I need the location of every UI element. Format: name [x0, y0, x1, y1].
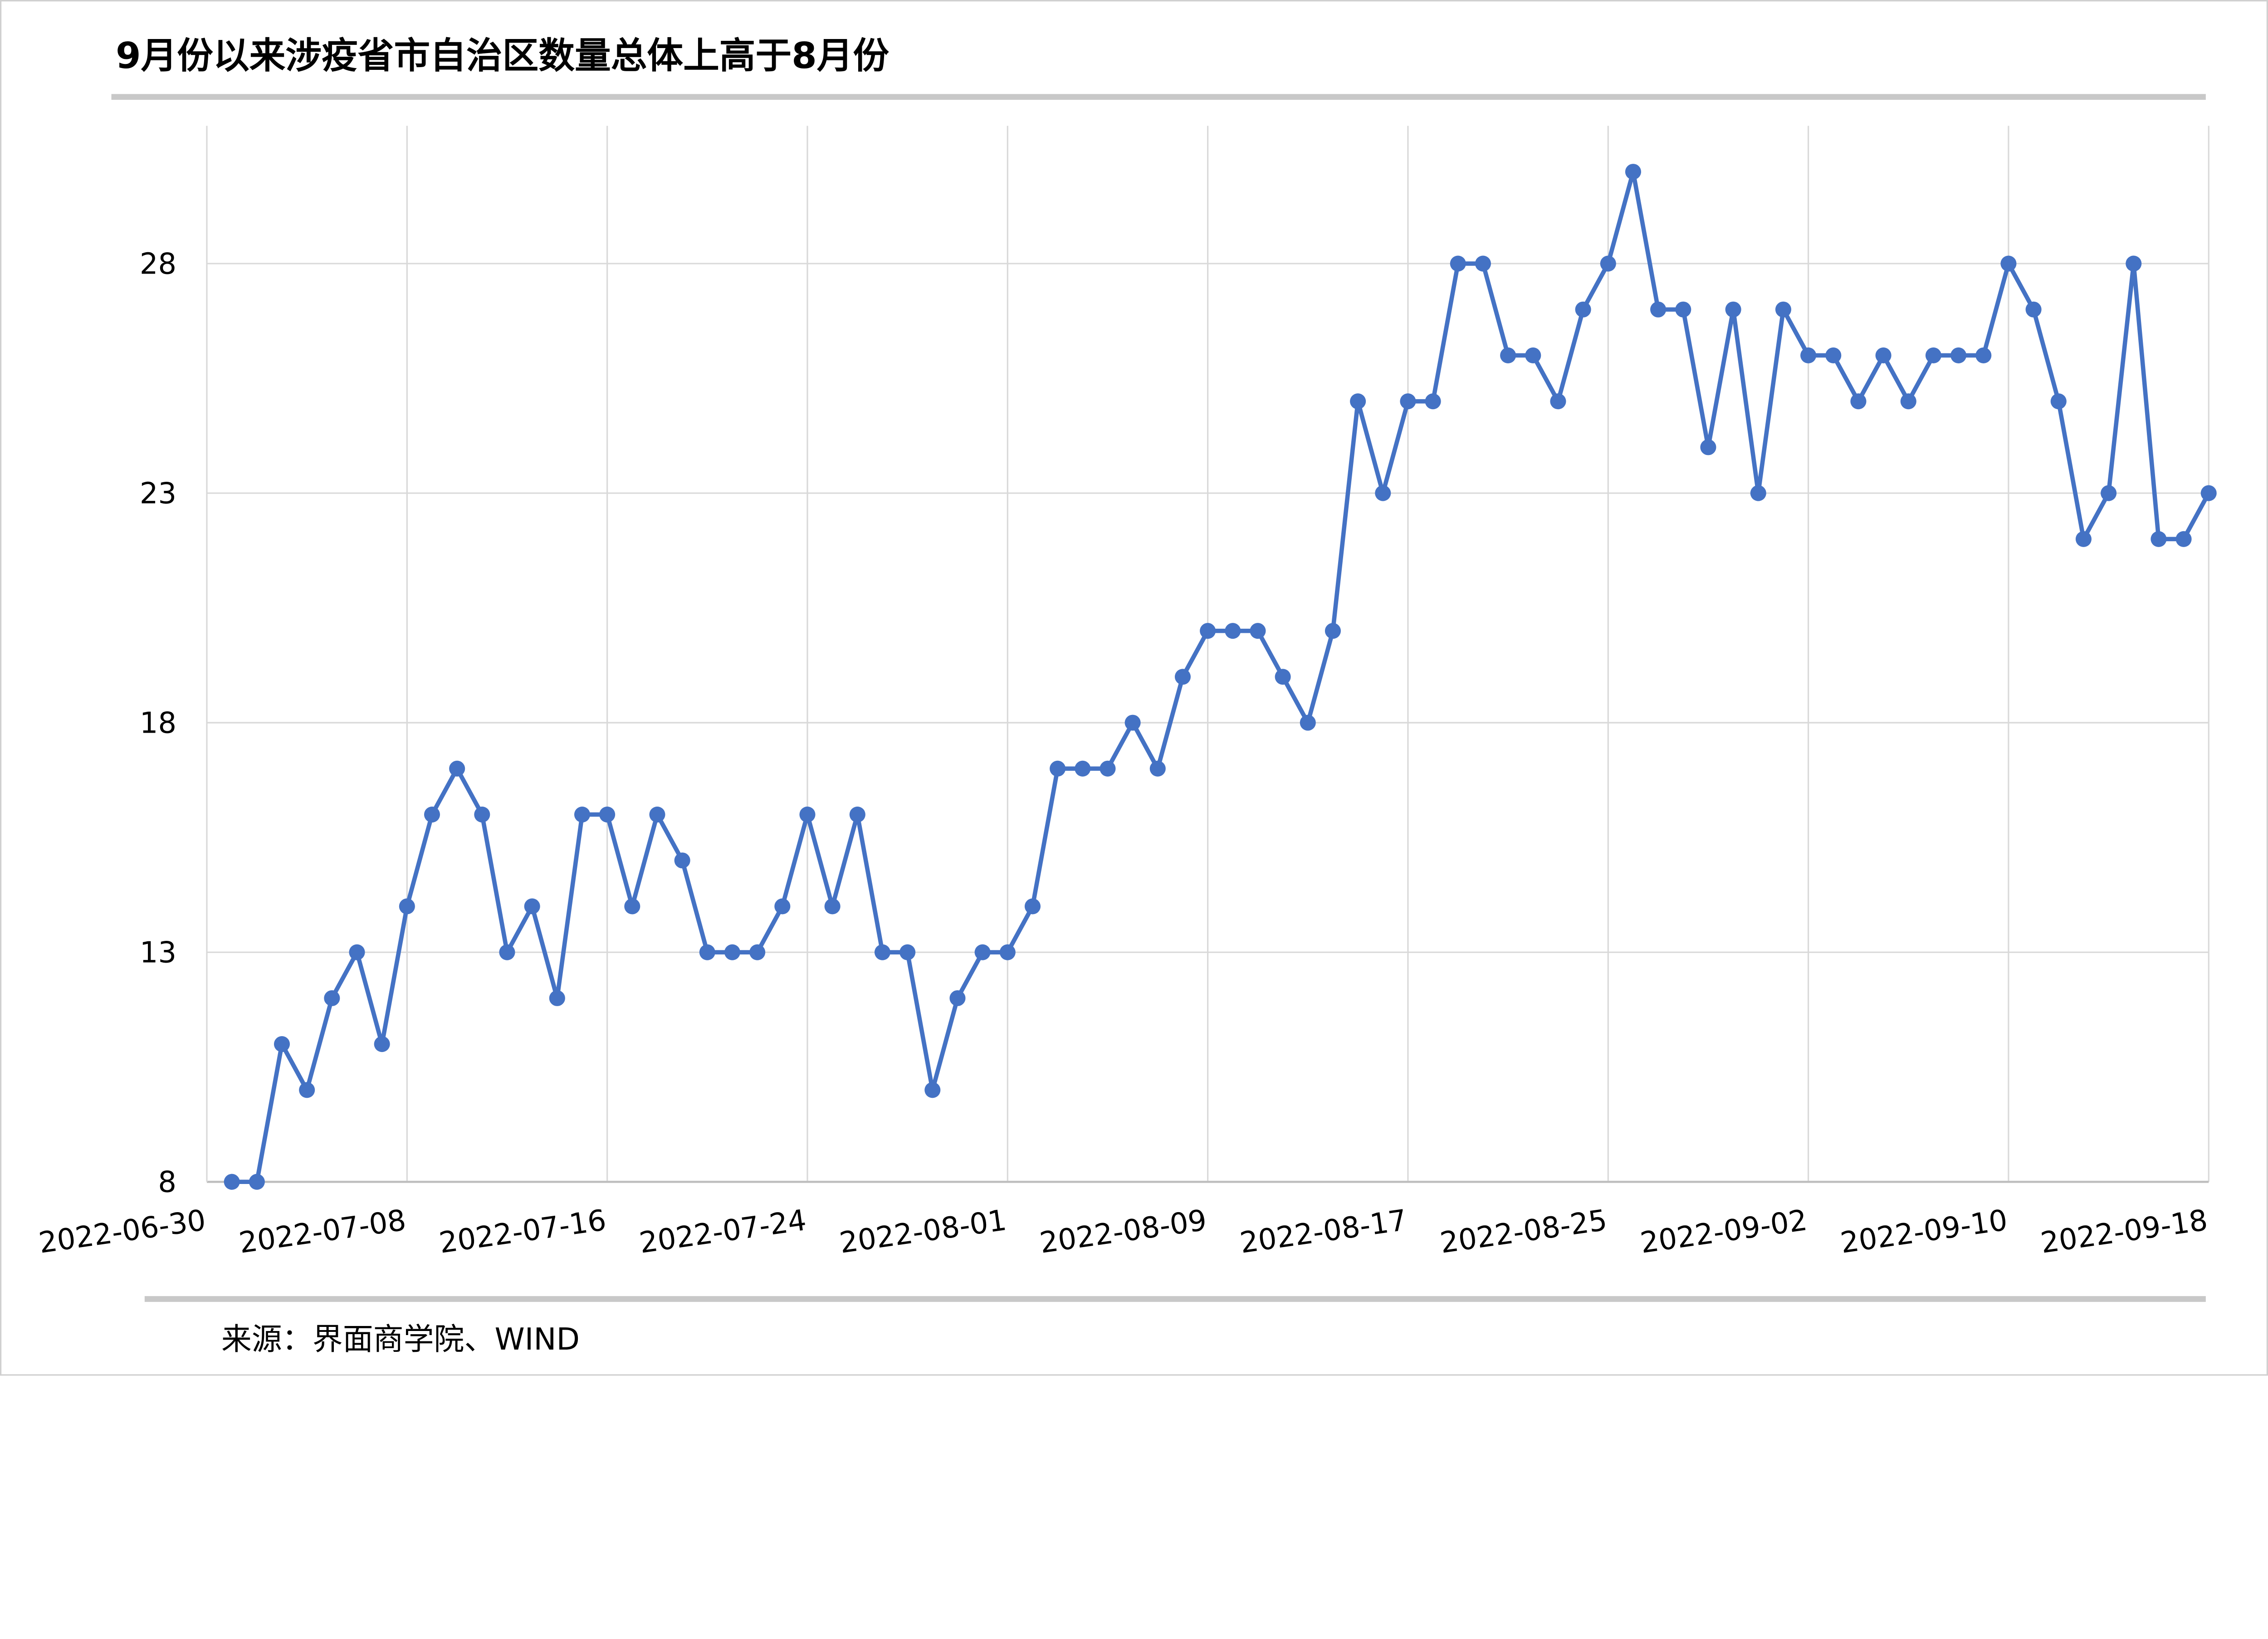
data-point	[1625, 164, 1641, 180]
data-point	[674, 852, 690, 869]
data-point	[974, 944, 991, 960]
data-point	[1750, 485, 1766, 501]
y-tick-label: 18	[140, 706, 176, 740]
data-point	[1275, 669, 1291, 685]
data-point	[1975, 347, 1992, 364]
data-point	[424, 807, 440, 823]
data-point	[1875, 347, 1892, 364]
data-point	[2050, 393, 2067, 410]
data-point	[799, 807, 816, 823]
data-point	[724, 944, 741, 960]
data-point	[1075, 760, 1091, 777]
data-point	[1050, 760, 1066, 777]
data-point	[1900, 393, 1916, 410]
data-point	[949, 990, 966, 1006]
data-point	[2151, 531, 2167, 547]
data-point	[1650, 301, 1667, 318]
data-point	[1775, 301, 1791, 318]
data-point	[1525, 347, 1541, 364]
data-point	[1400, 393, 1416, 410]
data-point	[1325, 623, 1341, 639]
data-point	[649, 807, 665, 823]
data-point	[699, 944, 715, 960]
data-point	[1725, 301, 1741, 318]
y-tick-label: 13	[140, 936, 176, 969]
series-path	[232, 169, 2211, 1184]
data-point	[824, 898, 841, 915]
y-tick-label: 8	[158, 1166, 176, 1199]
data-point	[849, 807, 865, 823]
data-point	[524, 898, 540, 915]
y-tick-label: 23	[140, 477, 176, 510]
data-point	[1950, 347, 1967, 364]
data-point	[1425, 393, 1441, 410]
data-point	[1225, 623, 1241, 639]
data-point	[2000, 255, 2017, 272]
data-point	[2075, 531, 2092, 547]
data-point	[1350, 393, 1366, 410]
series-line	[224, 164, 2217, 1190]
source-note: 来源：界面商学院、WIND	[221, 1321, 580, 1357]
data-point	[1149, 760, 1166, 777]
data-point	[1600, 255, 1616, 272]
data-point	[574, 807, 591, 823]
data-point	[1575, 301, 1591, 318]
data-point	[474, 807, 490, 823]
data-point	[349, 944, 365, 960]
data-point	[1825, 347, 1842, 364]
data-point	[299, 1082, 315, 1098]
data-point	[1174, 669, 1191, 685]
data-point	[1375, 485, 1391, 501]
data-point	[2025, 301, 2042, 318]
data-point	[1300, 714, 1316, 731]
data-point	[249, 1174, 265, 1190]
data-point	[624, 898, 640, 915]
data-point	[549, 990, 565, 1006]
y-tick-label: 28	[140, 247, 176, 281]
line-chart: 9月份以来涉疫省市自治区数量总体上高于8月份 8131823282022-06-…	[0, 0, 2268, 1376]
data-point	[2101, 485, 2117, 501]
data-point	[324, 990, 340, 1006]
data-point	[499, 944, 515, 960]
data-point	[1675, 301, 1691, 318]
data-point	[1700, 439, 1716, 455]
data-point	[599, 807, 616, 823]
data-point	[274, 1036, 290, 1052]
data-point	[1450, 255, 1466, 272]
data-point	[749, 944, 766, 960]
data-point	[1500, 347, 1516, 364]
data-point	[449, 760, 465, 777]
data-point	[2126, 255, 2142, 272]
data-point	[1850, 393, 1867, 410]
data-point	[1200, 623, 1216, 639]
data-point	[1475, 255, 1491, 272]
data-point	[774, 898, 791, 915]
data-point	[1550, 393, 1566, 410]
chart-title: 9月份以来涉疫省市自治区数量总体上高于8月份	[116, 34, 889, 77]
gridlines	[206, 126, 2209, 1182]
data-point	[899, 944, 916, 960]
data-point	[224, 1174, 240, 1190]
data-point	[1024, 898, 1041, 915]
data-point	[2175, 531, 2192, 547]
data-point	[999, 944, 1016, 960]
data-point	[1925, 347, 1941, 364]
data-point	[874, 944, 891, 960]
data-point	[374, 1036, 390, 1052]
data-point	[399, 898, 415, 915]
data-point	[1124, 714, 1141, 731]
data-point	[924, 1082, 941, 1098]
data-point	[1250, 623, 1266, 639]
data-point	[2200, 485, 2217, 501]
data-point	[1100, 760, 1116, 777]
data-point	[1800, 347, 1817, 364]
chart-border	[0, 0, 2268, 1376]
